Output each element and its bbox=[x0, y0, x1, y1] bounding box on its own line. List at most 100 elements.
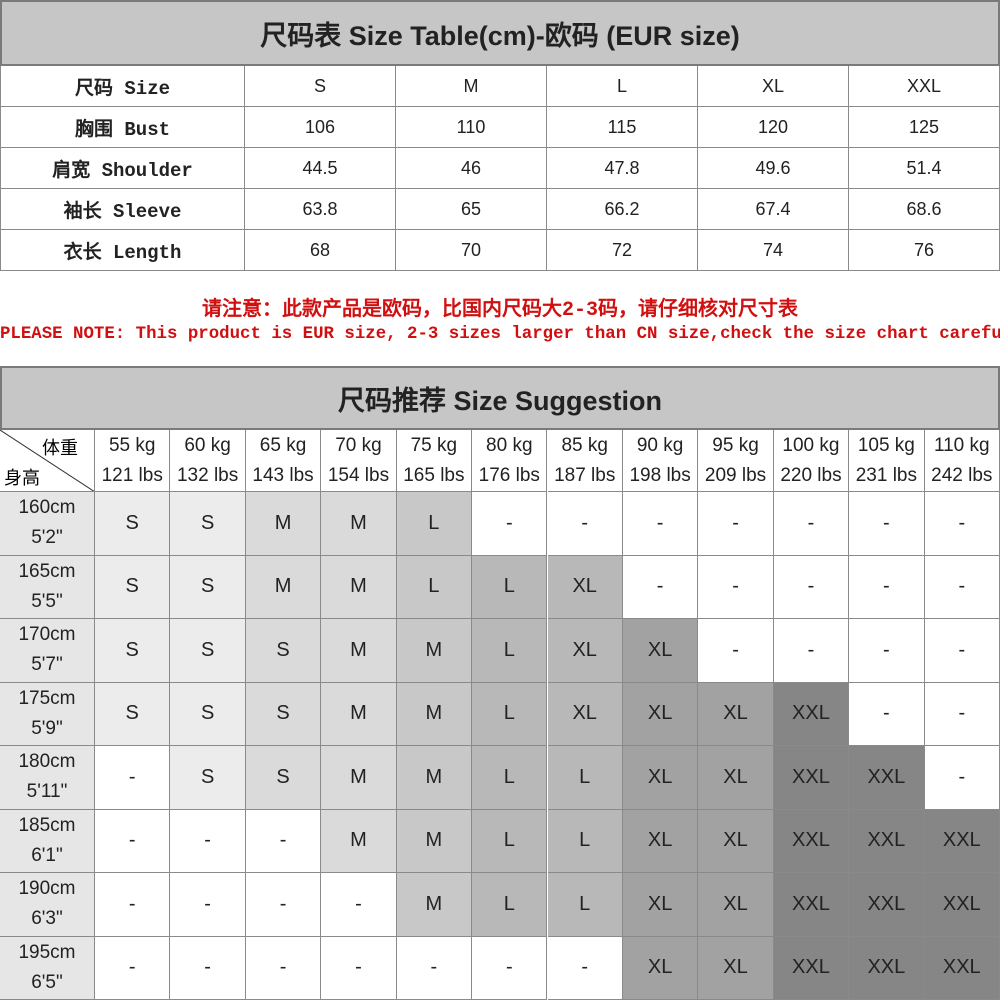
suggestion-cell: M bbox=[321, 746, 397, 810]
suggestion-cell: - bbox=[924, 619, 1000, 683]
weight-lbs: 187 lbs bbox=[554, 464, 616, 486]
suggestion-cell: XL bbox=[698, 936, 774, 1000]
height-cm: 175cm bbox=[18, 687, 76, 709]
height-ft: 5'7" bbox=[31, 654, 63, 676]
suggestion-cell: XL bbox=[622, 682, 699, 746]
size-text: XXL bbox=[942, 956, 981, 979]
size-text: - bbox=[958, 638, 966, 661]
suggestion-cell: M bbox=[321, 619, 397, 683]
suggestion-cell: L bbox=[472, 746, 548, 810]
size-text: S bbox=[125, 511, 139, 534]
suggestion-cell: - bbox=[773, 492, 850, 556]
row-label: 尺码 Size bbox=[0, 66, 245, 107]
size-text: - bbox=[128, 765, 136, 788]
size-text: S bbox=[200, 575, 215, 598]
size-text: - bbox=[128, 956, 136, 979]
size-text: XL bbox=[647, 702, 673, 725]
suggestion-cell: M bbox=[396, 682, 473, 746]
size-cell: 68 bbox=[245, 230, 396, 271]
weight-lbs: 132 lbs bbox=[176, 464, 239, 486]
size-text: M bbox=[425, 765, 443, 788]
suggestion-cell: XXL bbox=[849, 873, 925, 937]
corner-height: 身高 bbox=[4, 468, 40, 488]
size-text: - bbox=[355, 892, 362, 915]
height-cm: 165cm bbox=[18, 560, 76, 582]
weight-header: 95 kg 209 lbs bbox=[698, 430, 774, 492]
size-text: L bbox=[503, 702, 515, 725]
size-cell: 120 bbox=[698, 107, 849, 148]
suggestion-cell: - bbox=[547, 492, 623, 556]
height-cm: 190cm bbox=[18, 878, 76, 900]
cell-text: 46 bbox=[460, 157, 482, 178]
suggestion-cell: XL bbox=[698, 746, 774, 810]
size-text: - bbox=[656, 511, 664, 534]
size-text: M bbox=[350, 511, 367, 534]
suggestion-cell: - bbox=[698, 555, 774, 619]
weight-lbs: 121 lbs bbox=[101, 464, 163, 486]
height-cm: 195cm bbox=[18, 941, 76, 963]
suggestion-cell: S bbox=[170, 746, 246, 810]
suggestion-cell: L bbox=[547, 873, 623, 937]
size-text: - bbox=[505, 956, 513, 979]
row-label: 衣长 Length bbox=[0, 230, 245, 271]
size-text: S bbox=[276, 638, 290, 661]
suggestion-cell: M bbox=[321, 682, 397, 746]
suggestion-cell: - bbox=[95, 873, 171, 937]
size-cell: L bbox=[547, 66, 698, 107]
height-ft: 6'5" bbox=[31, 971, 63, 993]
corner-diagonal bbox=[0, 430, 95, 492]
suggestion-cell: - bbox=[95, 746, 171, 810]
suggestion-cell: - bbox=[773, 555, 850, 619]
size-text: S bbox=[200, 638, 215, 661]
size-text: L bbox=[579, 829, 591, 852]
cell-text: S bbox=[313, 75, 326, 96]
weight-lbs: 220 lbs bbox=[780, 464, 842, 486]
label-text: 尺码 Size bbox=[74, 77, 170, 100]
size-text: L bbox=[503, 638, 515, 661]
suggestion-cell: - bbox=[170, 809, 246, 873]
suggestion-cell: - bbox=[245, 809, 322, 873]
size-text: XL bbox=[723, 829, 748, 852]
size-cell: 65 bbox=[396, 189, 547, 230]
size-text: - bbox=[656, 575, 664, 598]
size-text: XL bbox=[572, 575, 597, 598]
size-text: - bbox=[505, 511, 513, 534]
suggestion-cell: XL bbox=[698, 682, 774, 746]
weight-header: 85 kg 187 lbs bbox=[547, 430, 623, 492]
size-text: S bbox=[200, 765, 215, 788]
size-cell: S bbox=[245, 66, 396, 107]
suggestion-cell: M bbox=[321, 555, 397, 619]
size-cell: 44.5 bbox=[245, 148, 396, 189]
suggestion-cell: M bbox=[396, 619, 473, 683]
height-header: 180cm 5'11" bbox=[0, 746, 95, 810]
weight-lbs: 154 lbs bbox=[327, 464, 390, 486]
size-text: M bbox=[425, 892, 443, 915]
suggestion-cell: - bbox=[924, 746, 1000, 810]
size-cell: 68.6 bbox=[849, 189, 1000, 230]
suggestion-cell: XXL bbox=[849, 936, 925, 1000]
size-cell: 66.2 bbox=[547, 189, 698, 230]
size-text: M bbox=[350, 829, 367, 852]
size-cell: 63.8 bbox=[245, 189, 396, 230]
suggestion-cell: - bbox=[698, 619, 774, 683]
weight-header: 100 kg 220 lbs bbox=[773, 430, 850, 492]
size-text: L bbox=[428, 575, 440, 598]
suggestion-cell: - bbox=[773, 619, 850, 683]
weight-header: 80 kg 176 lbs bbox=[472, 430, 548, 492]
corner-cell bbox=[0, 430, 95, 492]
size-text: - bbox=[581, 511, 589, 534]
suggestion-cell: L bbox=[472, 619, 548, 683]
size-text: XXL bbox=[792, 956, 830, 979]
weight-header: 55 kg 121 lbs bbox=[95, 430, 171, 492]
size-text: - bbox=[204, 829, 211, 852]
cell-text: 51.4 bbox=[906, 157, 942, 178]
weight-kg: 55 kg bbox=[108, 434, 156, 456]
size-text: - bbox=[958, 702, 966, 725]
weight-kg: 90 kg bbox=[636, 434, 684, 456]
suggestion-cell: M bbox=[396, 873, 473, 937]
size-text: - bbox=[732, 575, 739, 598]
suggestion-cell: S bbox=[245, 746, 322, 810]
size-text: - bbox=[204, 892, 211, 915]
weight-header: 110 kg 242 lbs bbox=[924, 430, 1000, 492]
